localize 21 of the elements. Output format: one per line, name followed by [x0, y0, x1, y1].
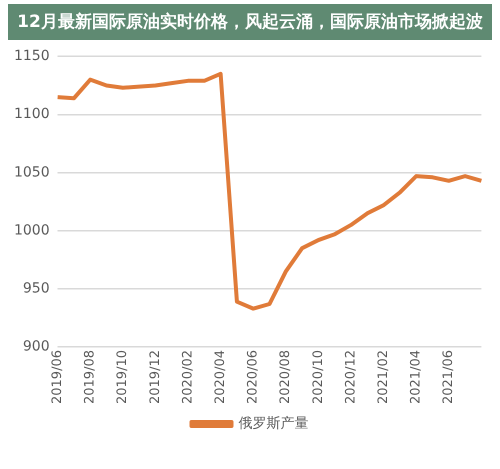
y-tick-label: 900 [22, 338, 50, 355]
x-tick-label: 2021/04 [408, 350, 424, 404]
chart-title: 12月最新国际原油实时价格，风起云涌，国际原油市场掀起波 [8, 4, 492, 40]
x-tick-label: 2019/06 [50, 350, 66, 404]
y-tick-label: 950 [22, 280, 50, 297]
x-tick-label: 2019/08 [82, 350, 98, 404]
legend-label: 俄罗斯产量 [238, 416, 308, 432]
x-tick-label: 2020/10 [310, 350, 326, 404]
y-tick-label: 1100 [14, 106, 50, 122]
y-tick-label: 1150 [14, 48, 50, 64]
x-tick-label: 2020/02 [180, 350, 196, 404]
x-tick-label: 2020/04 [212, 350, 228, 404]
x-tick-label: 2021/02 [376, 350, 391, 404]
x-tick-label: 2021/06 [441, 350, 456, 404]
y-tick-label: 1000 [14, 222, 50, 238]
x-tick-label: 2019/10 [115, 350, 130, 404]
x-tick-label: 2020/08 [278, 350, 294, 404]
x-tick-label: 2020/06 [246, 350, 261, 404]
x-tick-label: 2020/12 [343, 350, 358, 404]
y-tick-label: 1050 [14, 164, 50, 180]
x-tick-label: 2019/12 [148, 350, 163, 404]
